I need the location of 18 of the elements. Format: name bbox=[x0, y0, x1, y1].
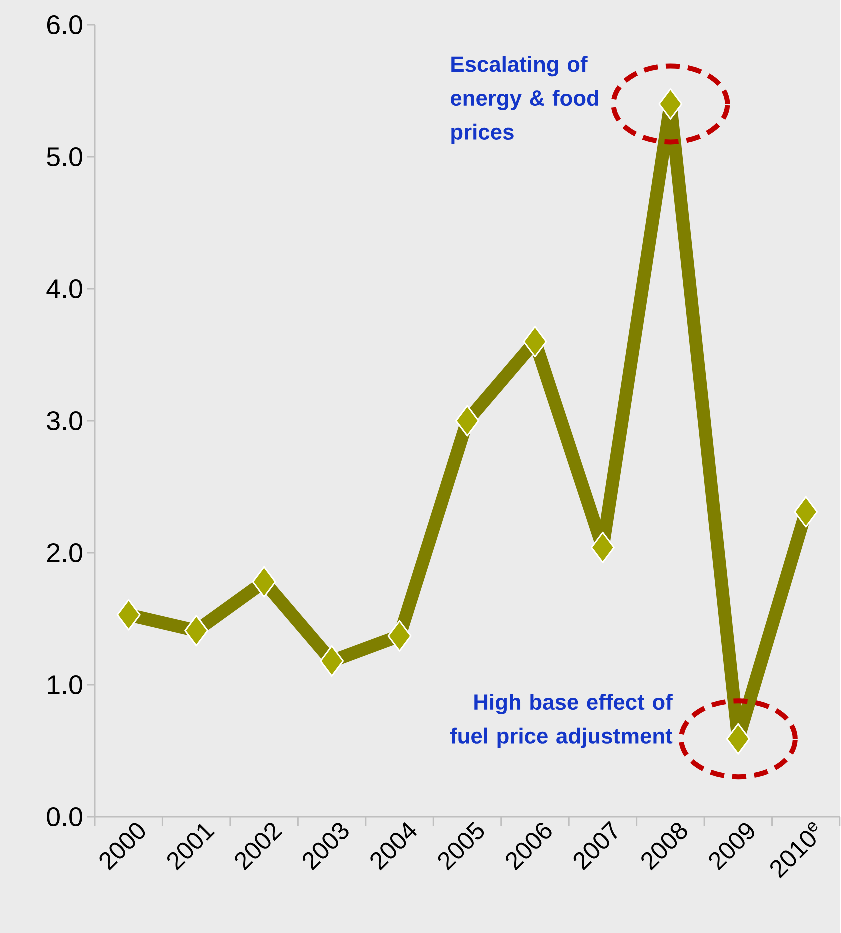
y-tick-label: 2.0 bbox=[48, 543, 83, 563]
y-tick-label: 1.0 bbox=[48, 675, 83, 695]
point bbox=[523, 326, 548, 358]
point bbox=[591, 532, 616, 564]
y-tick-label: 3.0 bbox=[47, 411, 83, 431]
y-tick-label: 0.0 bbox=[47, 807, 83, 827]
y-tick-label: 6.0 bbox=[48, 15, 83, 35]
point bbox=[794, 496, 818, 528]
y-tick-label: 4.0 bbox=[46, 279, 83, 299]
point bbox=[116, 599, 141, 631]
y-tick-label: 5.0 bbox=[47, 147, 83, 167]
point bbox=[456, 405, 480, 437]
point bbox=[252, 566, 276, 598]
annotation: High base effect of fuel price adjustment bbox=[450, 694, 674, 748]
point bbox=[388, 620, 412, 652]
point bbox=[184, 615, 209, 647]
annotation: Escalating of energy & food prices bbox=[451, 56, 599, 144]
point bbox=[320, 645, 344, 677]
